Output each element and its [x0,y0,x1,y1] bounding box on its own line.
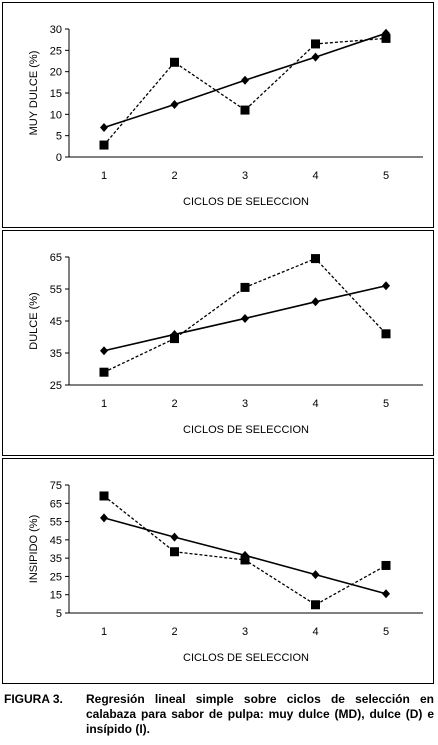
y-axis-label-muy-dulce: MUY DULCE (%) [28,51,40,136]
data-point-diamond-muy-dulce [100,123,108,133]
y-tick-label-dulce: 25 [50,380,62,392]
chart-panel-muy-dulce: 0 5 10 15 20 25 30 1 2 3 4 5 CICLOS DE SELECCION MUY … [2,2,434,228]
data-point-diamond-insipido [382,589,390,599]
y-tick-label-muy-dulce: 5 [56,131,62,143]
y-tick-label-dulce: 35 [50,348,62,360]
data-point-diamond-insipido [311,570,320,580]
data-point-square-muy-dulce [170,57,179,67]
data-point-diamond-dulce [241,313,249,323]
data-point-diamond-insipido [241,550,249,560]
caption-label: FIGURA 3. [4,692,63,706]
y-tick-label-insipido: 15 [50,590,62,602]
y-tick-label-muy-dulce: 20 [50,67,62,79]
x-tick-label-dulce: 5 [383,398,389,410]
x-tick-label-dulce: 4 [312,398,318,410]
data-point-diamond-dulce [311,297,320,307]
x-tick-label-insipido: 3 [242,626,248,638]
x-axis-label-muy-dulce: CICLOS DE SELECCION [183,196,309,208]
x-tick-label-insipido: 5 [383,626,389,638]
y-tick-label-muy-dulce: 15 [50,88,62,100]
x-tick-label-muy-dulce: 5 [383,170,389,182]
series-line-dashed-square-muy-dulce [103,37,387,146]
x-tick-label-dulce: 2 [171,398,177,410]
data-point-square-insipido [381,560,391,570]
y-tick-label-insipido: 65 [50,498,62,510]
y-axis-label-dulce: DULCE (%) [28,292,40,349]
data-point-diamond-dulce [100,346,108,356]
y-tick-label-muy-dulce: 30 [50,24,62,36]
chart-panel-insipido: 5 15 25 35 45 55 65 75 1 2 3 4 5 CICLOS DE SELECCION I… [2,458,434,684]
y-axis-label-insipido: INSIPIDO (%) [28,515,40,583]
x-tick-label-muy-dulce: 3 [242,170,248,182]
x-tick-label-insipido: 1 [101,626,107,638]
data-point-square-insipido [240,555,250,565]
y-tick-label-insipido: 45 [50,535,62,547]
data-point-square-muy-dulce [99,140,109,150]
x-tick-label-muy-dulce: 1 [101,170,107,182]
y-tick-label-dulce: 65 [50,252,62,264]
x-tick-label-dulce: 3 [242,398,248,410]
data-point-diamond-dulce [382,281,390,291]
x-axis-label-insipido: CICLOS DE SELECCION [183,652,309,664]
y-tick-label-muy-dulce: 25 [50,45,62,57]
y-tick-label-muy-dulce: 10 [50,109,62,121]
data-point-square-muy-dulce [240,105,250,115]
data-point-square-dulce [311,254,320,264]
data-point-square-insipido [99,491,109,501]
x-tick-label-insipido: 4 [312,626,318,638]
data-point-square-insipido [311,600,320,610]
y-tick-label-dulce: 55 [50,284,62,296]
x-tick-label-muy-dulce: 4 [312,170,318,182]
y-tick-label-insipido: 55 [50,517,62,529]
data-point-square-dulce [381,329,391,339]
data-point-square-insipido [170,547,179,557]
x-axis-label-dulce: CICLOS DE SELECCION [183,424,309,436]
data-point-diamond-insipido [170,532,179,542]
chart-panel-dulce: 25 35 45 55 65 1 2 3 4 5 CICLOS DE SELECCION DULCE … [2,230,434,456]
data-point-square-dulce [99,367,109,377]
data-point-diamond-muy-dulce [170,100,179,110]
y-tick-label-dulce: 45 [50,316,62,328]
y-tick-label-insipido: 25 [50,571,62,583]
data-point-diamond-muy-dulce [241,75,249,85]
data-point-square-muy-dulce [381,33,391,43]
y-tick-label-insipido: 5 [56,608,62,620]
chart-svg-muy-dulce: 0 5 10 15 20 25 30 1 2 3 4 5 CICLOS DE SELECCION MUY … [28,24,423,208]
x-tick-label-muy-dulce: 2 [171,170,177,182]
series-line-dashed-square-insipido [103,495,387,606]
x-tick-label-dulce: 1 [101,398,107,410]
data-point-diamond-muy-dulce [382,28,390,38]
caption-text: Regresión lineal simple sobre ciclos de … [86,692,434,736]
data-point-diamond-muy-dulce [311,52,320,62]
x-tick-label-insipido: 2 [171,626,177,638]
data-point-square-muy-dulce [311,39,320,49]
y-tick-label-insipido: 75 [50,480,62,492]
data-point-diamond-insipido [100,513,108,523]
y-tick-label-insipido: 35 [50,553,62,565]
data-point-diamond-dulce [170,329,179,339]
data-point-square-dulce [240,282,250,292]
y-tick-label-muy-dulce: 0 [56,152,62,164]
